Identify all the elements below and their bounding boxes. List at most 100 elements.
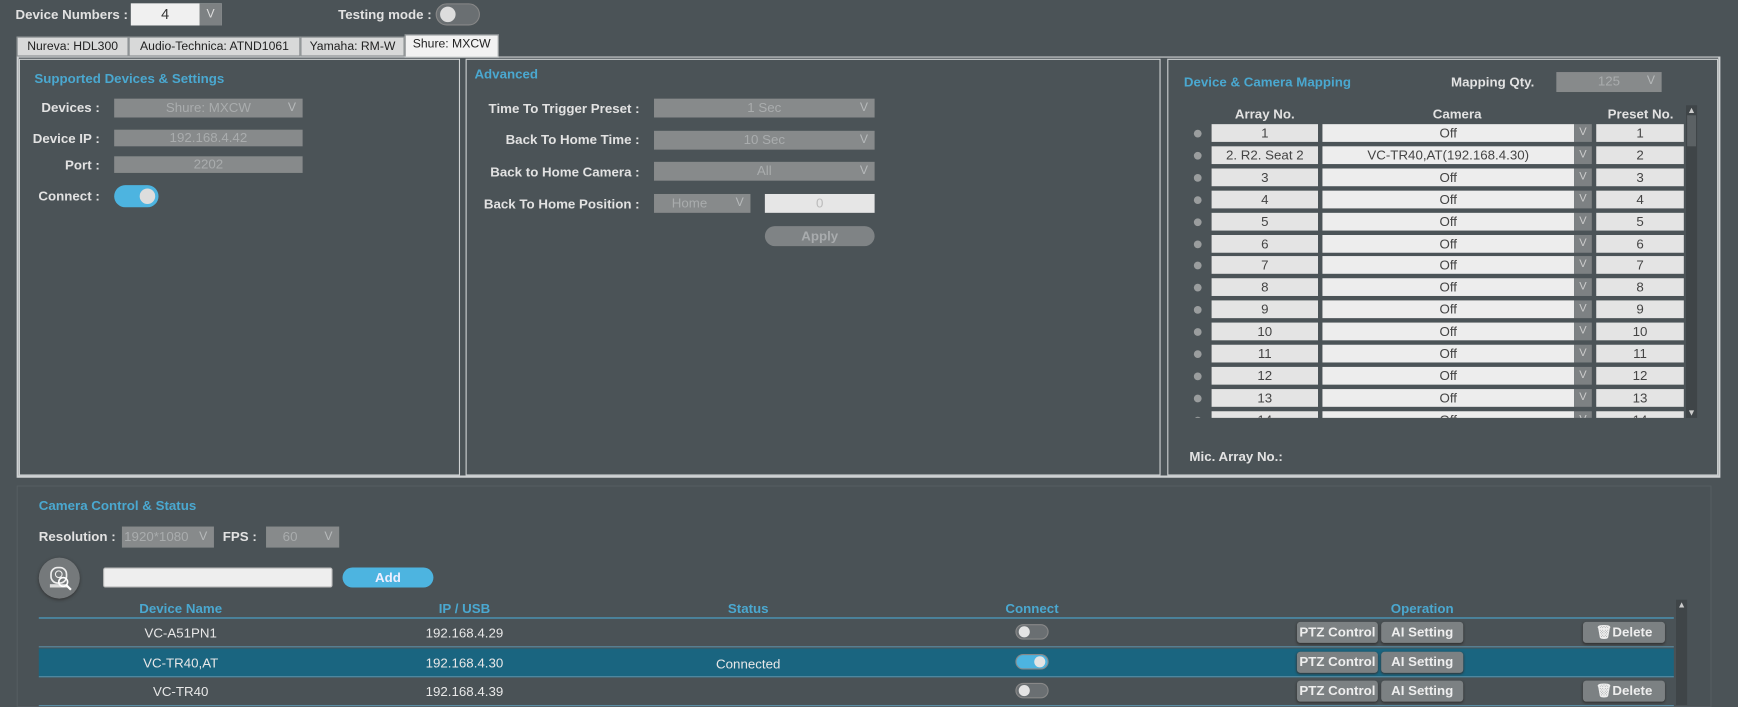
ai-setting-button[interactable]: AI Setting bbox=[1381, 621, 1464, 643]
preset-no-field[interactable]: 7 bbox=[1596, 256, 1684, 275]
connect-toggle[interactable] bbox=[114, 185, 159, 208]
camera-row[interactable]: VC-TR40,AT 192.168.4.30 Connected PTZ Co… bbox=[38, 647, 1674, 677]
home-camera-select[interactable]: All V bbox=[654, 161, 875, 181]
ptz-control-button[interactable]: PTZ Control bbox=[1296, 651, 1378, 673]
camera-row[interactable]: VC-A51PN1 192.168.4.29 PTZ Control AI Se… bbox=[38, 619, 1674, 648]
camera-select[interactable]: Off bbox=[1322, 168, 1575, 187]
device-connect-toggle[interactable] bbox=[1015, 653, 1049, 669]
array-no-field[interactable]: 6 bbox=[1211, 234, 1319, 253]
chevron-down-icon[interactable]: V bbox=[1574, 278, 1592, 297]
chevron-down-icon[interactable]: V bbox=[1574, 146, 1592, 164]
device-ip-field[interactable]: 192.168.4.42 bbox=[114, 129, 303, 147]
apply-button[interactable]: Apply bbox=[764, 226, 875, 247]
tab-yamaha[interactable]: Yamaha: RM-W bbox=[300, 36, 405, 57]
home-time-select[interactable]: 10 Sec V bbox=[654, 130, 875, 150]
add-button[interactable]: Add bbox=[342, 567, 434, 588]
ptz-control-button[interactable]: PTZ Control bbox=[1296, 621, 1378, 643]
trigger-preset-select[interactable]: 1 Sec V bbox=[654, 98, 875, 118]
array-no-field[interactable]: 7 bbox=[1211, 256, 1319, 275]
camera-select[interactable]: Off bbox=[1322, 410, 1575, 418]
preset-no-field[interactable]: 11 bbox=[1596, 344, 1684, 363]
camera-select[interactable]: VC-TR40,AT(192.168.4.30) bbox=[1322, 146, 1575, 164]
camera-select[interactable]: Off bbox=[1322, 234, 1575, 253]
tab-audio-technica[interactable]: Audio-Technica: ATND1061 bbox=[128, 36, 301, 57]
preset-no-field[interactable]: 2 bbox=[1596, 146, 1684, 164]
array-no-field[interactable]: 14 bbox=[1211, 410, 1319, 418]
chevron-down-icon[interactable]: V bbox=[1574, 256, 1592, 275]
scroll-down-icon[interactable]: ▼ bbox=[1687, 407, 1696, 418]
array-no-field[interactable]: 9 bbox=[1211, 300, 1319, 319]
camera-select[interactable]: Off bbox=[1322, 190, 1575, 209]
scroll-up-icon[interactable]: ▲ bbox=[1677, 599, 1686, 610]
chevron-down-icon[interactable]: V bbox=[1574, 212, 1592, 231]
ptz-control-button[interactable]: PTZ Control bbox=[1296, 680, 1378, 702]
fps-select[interactable]: 60 V bbox=[266, 526, 340, 548]
chevron-down-icon[interactable]: V bbox=[1574, 124, 1592, 142]
port-field[interactable]: 2202 bbox=[114, 156, 303, 173]
array-no-field[interactable]: 8 bbox=[1211, 278, 1319, 297]
preset-no-field[interactable]: 4 bbox=[1596, 190, 1684, 209]
ai-setting-button[interactable]: AI Setting bbox=[1381, 651, 1464, 673]
chevron-down-icon[interactable]: V bbox=[1574, 410, 1592, 418]
camera-select[interactable]: Off bbox=[1322, 212, 1575, 231]
array-no-field[interactable]: 5 bbox=[1211, 212, 1319, 231]
mapping-qty-select[interactable]: 125 V bbox=[1556, 72, 1662, 93]
camera-search-button[interactable] bbox=[38, 557, 80, 599]
chevron-down-icon[interactable]: V bbox=[1574, 322, 1592, 341]
preset-no-field[interactable]: 5 bbox=[1596, 212, 1684, 231]
chevron-down-icon[interactable]: V bbox=[1574, 168, 1592, 187]
preset-no-field[interactable]: 8 bbox=[1596, 278, 1684, 297]
scroll-up-icon[interactable]: ▲ bbox=[1687, 105, 1696, 116]
resolution-select[interactable]: 1920*1080 V bbox=[121, 526, 214, 548]
device-numbers-select[interactable]: 4 V bbox=[130, 3, 222, 26]
home-position-select[interactable]: Home V bbox=[654, 193, 751, 213]
camera-select[interactable]: Off bbox=[1322, 124, 1575, 142]
preset-no-field[interactable]: 1 bbox=[1596, 124, 1684, 142]
array-no-field[interactable]: 1 bbox=[1211, 124, 1319, 142]
array-no-field[interactable]: 4 bbox=[1211, 190, 1319, 209]
preset-no-field[interactable]: 6 bbox=[1596, 234, 1684, 253]
camera-select[interactable]: Off bbox=[1322, 366, 1575, 385]
array-no-field[interactable]: 12 bbox=[1211, 366, 1319, 385]
camera-search-input[interactable] bbox=[103, 567, 333, 588]
camera-table-scrollbar[interactable]: ▲ bbox=[1676, 599, 1688, 706]
chevron-down-icon[interactable]: V bbox=[1574, 388, 1592, 407]
preset-no-field[interactable]: 9 bbox=[1596, 300, 1684, 319]
fps-value: 60 bbox=[282, 528, 298, 545]
array-no-field[interactable]: 13 bbox=[1211, 388, 1319, 407]
chevron-down-icon[interactable]: V bbox=[1574, 366, 1592, 385]
array-no-field[interactable]: 2. R2. Seat 2 bbox=[1211, 146, 1319, 164]
device-connect-toggle[interactable] bbox=[1015, 682, 1049, 699]
array-no-field[interactable]: 11 bbox=[1211, 344, 1319, 363]
delete-button[interactable]: 🗑Delete bbox=[1582, 621, 1665, 643]
scroll-thumb[interactable] bbox=[1687, 115, 1697, 147]
device-connect-toggle[interactable] bbox=[1015, 624, 1049, 640]
camera-select[interactable]: Off bbox=[1322, 344, 1575, 363]
preset-no-field[interactable]: 10 bbox=[1596, 322, 1684, 341]
home-position-number[interactable]: 0 bbox=[764, 193, 875, 213]
camera-select[interactable]: Off bbox=[1322, 256, 1575, 275]
array-no-field[interactable]: 3 bbox=[1211, 168, 1319, 187]
tab-shure[interactable]: Shure: MXCW bbox=[404, 34, 499, 58]
camera-select[interactable]: Off bbox=[1322, 388, 1575, 407]
preset-no-field[interactable]: 14 bbox=[1596, 410, 1684, 418]
preset-no-field[interactable]: 13 bbox=[1596, 388, 1684, 407]
testing-mode-toggle[interactable] bbox=[435, 3, 480, 26]
camera-select[interactable]: Off bbox=[1322, 278, 1575, 297]
ai-setting-button[interactable]: AI Setting bbox=[1381, 680, 1464, 702]
chevron-down-icon[interactable]: V bbox=[1574, 344, 1592, 363]
chevron-down-icon[interactable]: V bbox=[1574, 234, 1592, 253]
devices-select[interactable]: Shure: MXCW V bbox=[114, 98, 303, 118]
camera-select[interactable]: Off bbox=[1322, 322, 1575, 341]
preset-no-field[interactable]: 3 bbox=[1596, 168, 1684, 187]
array-no-field[interactable]: 10 bbox=[1211, 322, 1319, 341]
delete-button[interactable]: 🗑Delete bbox=[1582, 680, 1665, 702]
mapping-scrollbar[interactable]: ▲ ▼ bbox=[1686, 105, 1698, 418]
chevron-down-icon[interactable]: V bbox=[1574, 190, 1592, 209]
mapping-row: 13 Off V 13 bbox=[1186, 388, 1685, 407]
camera-row[interactable]: VC-TR40 192.168.4.39 PTZ Control AI Sett… bbox=[38, 677, 1674, 707]
chevron-down-icon[interactable]: V bbox=[1574, 300, 1592, 319]
tab-nureva[interactable]: Nureva: HDL300 bbox=[16, 36, 129, 57]
preset-no-field[interactable]: 12 bbox=[1596, 366, 1684, 385]
camera-select[interactable]: Off bbox=[1322, 300, 1575, 319]
